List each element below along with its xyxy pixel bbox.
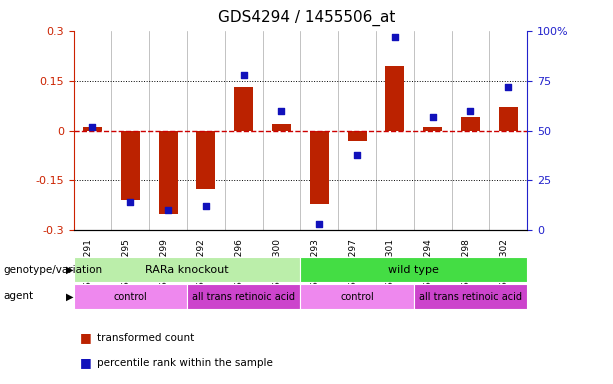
- Bar: [159, 131, 178, 214]
- Text: GDS4294 / 1455506_at: GDS4294 / 1455506_at: [218, 10, 395, 26]
- Text: percentile rank within the sample: percentile rank within the sample: [97, 358, 273, 368]
- Bar: [121, 131, 140, 200]
- Bar: [414, 284, 527, 309]
- Bar: [300, 284, 414, 309]
- Point: [314, 221, 324, 227]
- Bar: [234, 87, 253, 131]
- Bar: [272, 124, 291, 131]
- Point: [352, 151, 362, 157]
- Bar: [386, 66, 405, 131]
- Bar: [83, 127, 102, 131]
- Bar: [310, 131, 329, 204]
- Text: ▶: ▶: [66, 265, 74, 275]
- Text: wild type: wild type: [389, 265, 439, 275]
- Point: [88, 124, 97, 130]
- Bar: [300, 257, 527, 282]
- Bar: [74, 284, 187, 309]
- Text: control: control: [340, 291, 374, 302]
- Text: ■: ■: [80, 356, 91, 369]
- Text: control: control: [113, 291, 147, 302]
- Bar: [196, 131, 215, 189]
- Text: agent: agent: [3, 291, 33, 301]
- Point: [125, 199, 135, 205]
- Point: [428, 114, 438, 120]
- Text: genotype/variation: genotype/variation: [3, 265, 102, 275]
- Bar: [74, 257, 300, 282]
- Point: [390, 34, 400, 40]
- Bar: [187, 284, 300, 309]
- Point: [163, 207, 173, 214]
- Bar: [461, 117, 480, 131]
- Point: [276, 108, 286, 114]
- Text: RARa knockout: RARa knockout: [145, 265, 229, 275]
- Text: transformed count: transformed count: [97, 333, 194, 343]
- Point: [466, 108, 476, 114]
- Text: all trans retinoic acid: all trans retinoic acid: [419, 291, 522, 302]
- Text: all trans retinoic acid: all trans retinoic acid: [192, 291, 295, 302]
- Bar: [423, 127, 442, 131]
- Bar: [499, 107, 518, 131]
- Point: [239, 71, 249, 78]
- Point: [201, 204, 211, 210]
- Text: ■: ■: [80, 331, 91, 344]
- Bar: [348, 131, 367, 141]
- Text: ▶: ▶: [66, 291, 74, 301]
- Point: [503, 84, 513, 90]
